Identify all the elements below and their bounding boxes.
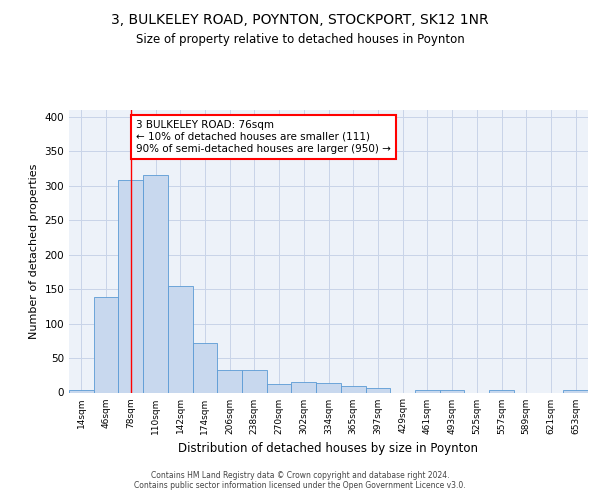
Bar	[118, 180, 143, 392]
Bar	[193, 343, 217, 392]
Text: Size of property relative to detached houses in Poynton: Size of property relative to detached ho…	[136, 32, 464, 46]
Bar	[94, 298, 118, 392]
Bar	[563, 390, 588, 392]
Bar	[440, 390, 464, 392]
Text: Contains HM Land Registry data © Crown copyright and database right 2024.
Contai: Contains HM Land Registry data © Crown c…	[134, 470, 466, 490]
Text: 3, BULKELEY ROAD, POYNTON, STOCKPORT, SK12 1NR: 3, BULKELEY ROAD, POYNTON, STOCKPORT, SK…	[111, 12, 489, 26]
Bar	[316, 383, 341, 392]
Text: 3 BULKELEY ROAD: 76sqm
← 10% of detached houses are smaller (111)
90% of semi-de: 3 BULKELEY ROAD: 76sqm ← 10% of detached…	[136, 120, 391, 154]
Bar	[415, 390, 440, 392]
Bar	[168, 286, 193, 393]
Bar	[292, 382, 316, 392]
Bar	[341, 386, 365, 392]
Bar	[69, 390, 94, 392]
Bar	[217, 370, 242, 392]
X-axis label: Distribution of detached houses by size in Poynton: Distribution of detached houses by size …	[179, 442, 479, 455]
Bar	[143, 175, 168, 392]
Bar	[242, 370, 267, 392]
Bar	[489, 390, 514, 392]
Y-axis label: Number of detached properties: Number of detached properties	[29, 164, 39, 339]
Bar	[365, 388, 390, 392]
Bar	[267, 384, 292, 392]
